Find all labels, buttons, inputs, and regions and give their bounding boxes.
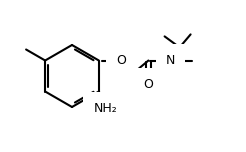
Text: O: O — [143, 78, 153, 91]
Text: O: O — [116, 54, 126, 67]
Text: NH₂: NH₂ — [93, 102, 117, 115]
Text: N: N — [166, 54, 175, 67]
